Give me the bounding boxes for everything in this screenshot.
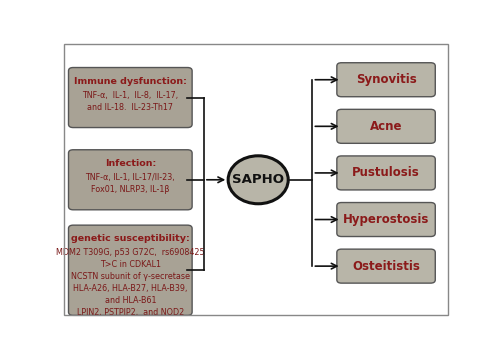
Text: T>C in CDKAL1: T>C in CDKAL1 [100, 260, 161, 269]
FancyBboxPatch shape [337, 203, 436, 236]
Text: and HLA-B61: and HLA-B61 [104, 297, 156, 305]
Text: Pustulosis: Pustulosis [352, 166, 420, 179]
FancyBboxPatch shape [337, 109, 436, 143]
Text: genetic susceptibility:: genetic susceptibility: [71, 235, 190, 244]
Text: Immune dysfunction:: Immune dysfunction: [74, 77, 187, 86]
FancyBboxPatch shape [337, 63, 436, 97]
Text: Infection:: Infection: [104, 159, 156, 168]
Text: Osteitistis: Osteitistis [352, 260, 420, 273]
Text: TNF-α,  IL-1,  IL-8,  IL-17,: TNF-α, IL-1, IL-8, IL-17, [82, 90, 178, 100]
FancyBboxPatch shape [68, 150, 192, 210]
Ellipse shape [228, 156, 288, 204]
Text: MDM2 T309G, p53 G72C,  rs6908425: MDM2 T309G, p53 G72C, rs6908425 [56, 248, 204, 257]
FancyBboxPatch shape [68, 68, 192, 127]
Text: Synovitis: Synovitis [356, 73, 416, 86]
Text: NCSTN subunit of γ-secretase: NCSTN subunit of γ-secretase [71, 272, 190, 281]
Text: and IL-18.  IL-23-Th17: and IL-18. IL-23-Th17 [88, 103, 174, 112]
Text: LPIN2, PSTPIP2,  and NOD2: LPIN2, PSTPIP2, and NOD2 [76, 309, 184, 318]
FancyBboxPatch shape [337, 249, 436, 283]
Text: TNF-α, IL-1, IL-17/Il-23,: TNF-α, IL-1, IL-17/Il-23, [86, 173, 175, 182]
FancyBboxPatch shape [337, 156, 436, 190]
FancyBboxPatch shape [68, 225, 192, 315]
Text: HLA-A26, HLA-B27, HLA-B39,: HLA-A26, HLA-B27, HLA-B39, [73, 284, 188, 293]
Text: SAPHO: SAPHO [232, 173, 284, 186]
Text: Hyperostosis: Hyperostosis [343, 213, 429, 226]
Text: Acne: Acne [370, 120, 402, 133]
Text: Fox01, NLRP3, IL-1β: Fox01, NLRP3, IL-1β [91, 185, 170, 194]
